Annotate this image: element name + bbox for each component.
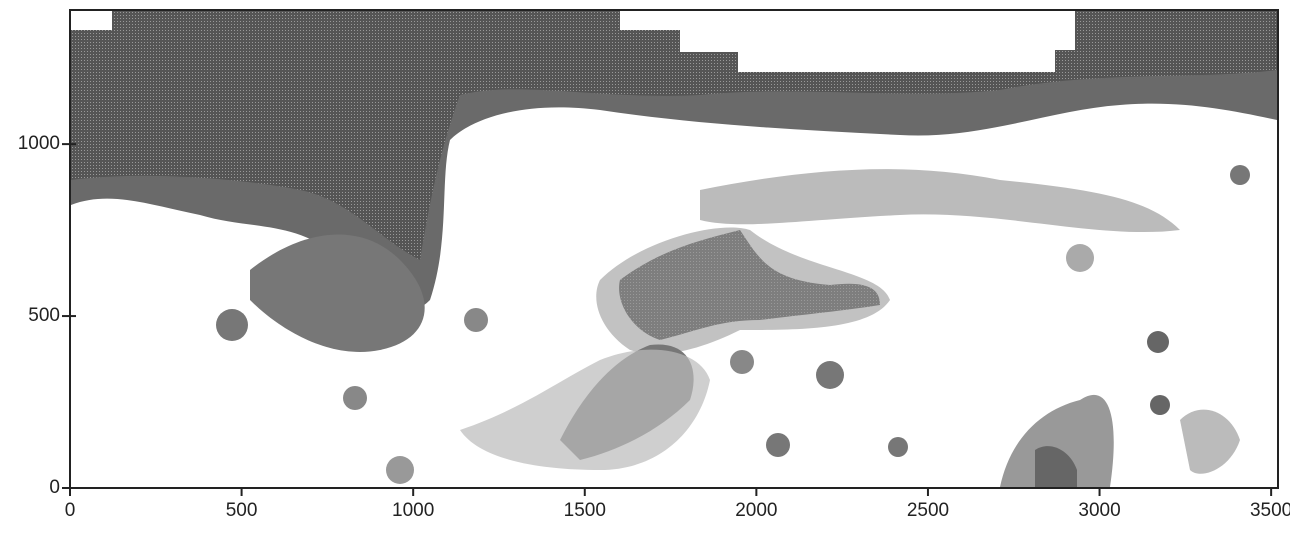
contour-spot [1150,395,1170,415]
contour-region [71,11,112,30]
x-tick-label: 2000 [735,500,777,521]
contour-region [71,11,1277,260]
contour-spot [343,386,367,410]
y-tick-label: 500 [28,305,60,326]
x-tick-label: 0 [65,500,76,521]
contour-spot [1066,244,1094,272]
y-tick-label: 0 [49,477,60,498]
contour-region [1035,446,1077,487]
contour-field [71,11,1277,487]
contour-spot [386,456,414,484]
contour-region [250,234,425,352]
x-tick-label: 500 [226,500,258,521]
contour-spot [1230,165,1250,185]
contour-spot [766,433,790,457]
x-tick-label: 1000 [392,500,434,521]
x-tick-label: 1500 [564,500,606,521]
x-tick-label: 3000 [1078,500,1120,521]
contour-region [1180,409,1240,474]
contour-region [460,349,710,470]
contour-spot [464,308,488,332]
contour-region [596,227,890,354]
x-tick-label: 3500 [1250,500,1290,521]
contour-region [1000,394,1114,487]
y-tick-label: 1000 [18,133,60,154]
x-tick-label: 2500 [907,500,949,521]
contour-region [700,169,1180,233]
contour-spot [816,361,844,389]
contour-spot [216,309,248,341]
contour-region [620,11,1075,72]
contour-spot [730,350,754,374]
contour-spot [1147,331,1169,353]
contour-spot [888,437,908,457]
plot-frame [69,9,1279,489]
